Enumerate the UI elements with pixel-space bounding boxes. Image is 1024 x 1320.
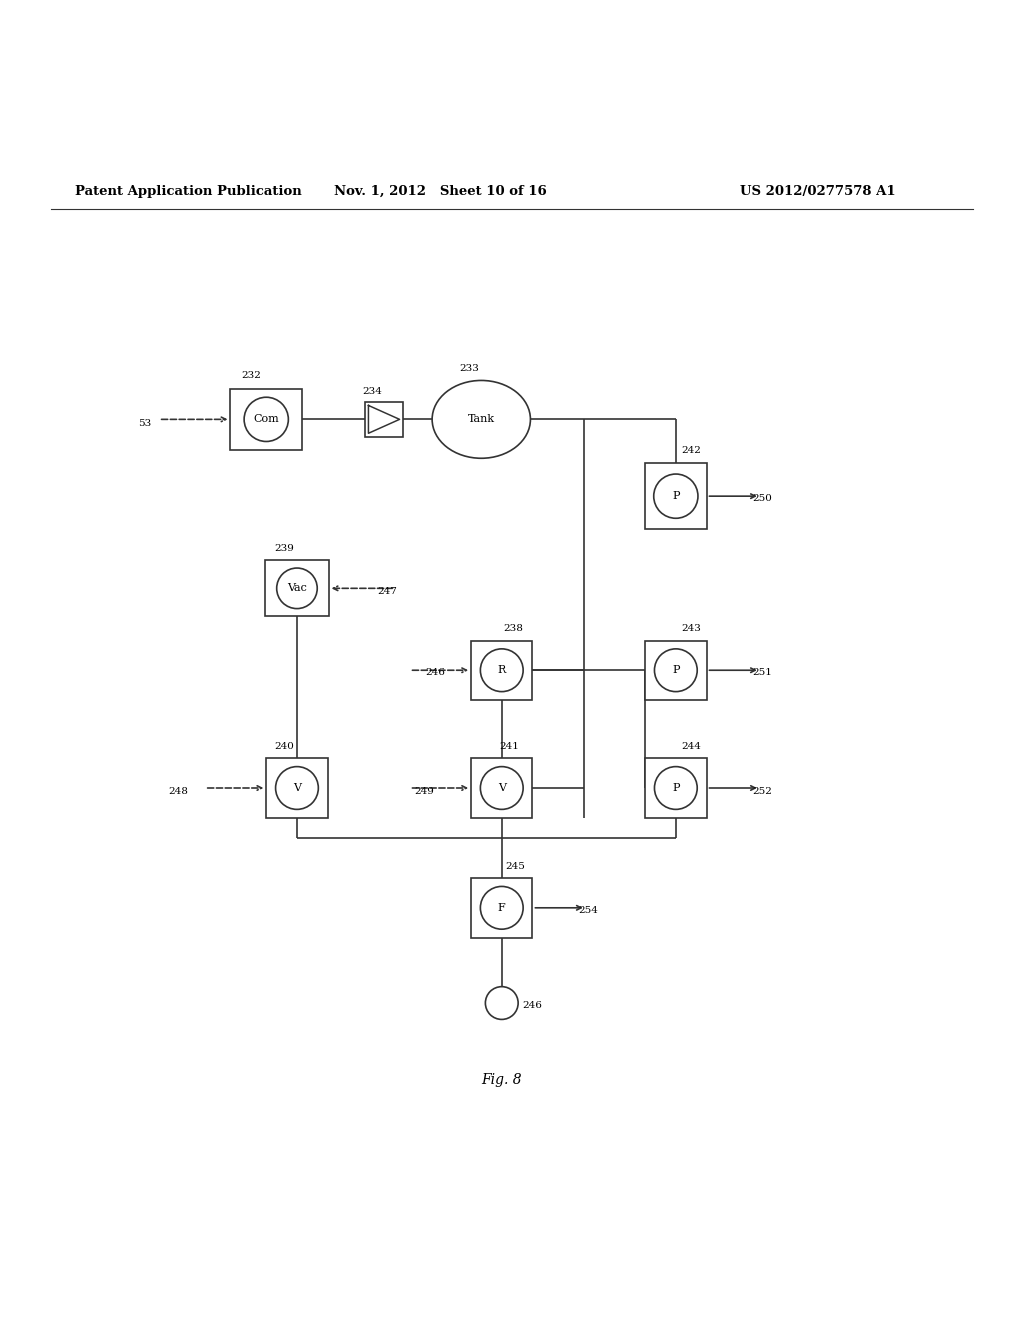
Bar: [266, 758, 328, 817]
Text: Patent Application Publication: Patent Application Publication: [75, 185, 301, 198]
Text: 247: 247: [377, 587, 396, 595]
Bar: [471, 758, 532, 817]
Text: 246: 246: [522, 1001, 542, 1010]
Text: US 2012/0277578 A1: US 2012/0277578 A1: [740, 185, 896, 198]
Text: 241: 241: [500, 742, 519, 751]
Text: V: V: [498, 783, 506, 793]
Bar: [645, 640, 707, 700]
Text: 244: 244: [681, 742, 700, 751]
Text: 249: 249: [415, 787, 434, 796]
Text: 232: 232: [242, 371, 261, 380]
Text: Nov. 1, 2012   Sheet 10 of 16: Nov. 1, 2012 Sheet 10 of 16: [334, 185, 547, 198]
Circle shape: [653, 474, 698, 519]
Text: P: P: [672, 783, 680, 793]
Text: 248: 248: [168, 787, 187, 796]
Circle shape: [244, 397, 289, 441]
Text: 53: 53: [138, 418, 152, 428]
Circle shape: [480, 767, 523, 809]
Text: Tank: Tank: [468, 414, 495, 424]
Ellipse shape: [432, 380, 530, 458]
Text: 234: 234: [362, 387, 382, 396]
Text: 250: 250: [753, 494, 772, 503]
Text: P: P: [672, 665, 680, 676]
Circle shape: [275, 767, 318, 809]
Text: 252: 252: [753, 787, 772, 796]
Circle shape: [654, 649, 697, 692]
Bar: [645, 463, 707, 529]
Text: 246: 246: [425, 668, 444, 677]
Text: F: F: [498, 903, 506, 913]
Text: 245: 245: [505, 862, 524, 871]
Bar: [645, 758, 707, 817]
Text: 243: 243: [681, 624, 700, 634]
Text: V: V: [293, 783, 301, 793]
Bar: [471, 878, 532, 937]
Text: 240: 240: [274, 742, 294, 751]
Circle shape: [485, 986, 518, 1019]
Text: 238: 238: [504, 624, 523, 634]
Text: Fig. 8: Fig. 8: [481, 1073, 522, 1086]
Text: 239: 239: [274, 544, 294, 553]
Circle shape: [480, 649, 523, 692]
Bar: [471, 640, 532, 700]
Circle shape: [654, 767, 697, 809]
Circle shape: [276, 568, 317, 609]
Text: 242: 242: [681, 446, 700, 454]
Text: R: R: [498, 665, 506, 676]
Bar: [265, 560, 329, 616]
Text: 233: 233: [460, 364, 479, 374]
Bar: [365, 403, 403, 437]
Text: 254: 254: [579, 907, 598, 915]
Text: 251: 251: [753, 668, 772, 677]
Circle shape: [480, 887, 523, 929]
Text: Com: Com: [253, 414, 280, 424]
Text: P: P: [672, 491, 680, 502]
Bar: [230, 388, 302, 450]
Text: Vac: Vac: [287, 583, 307, 593]
